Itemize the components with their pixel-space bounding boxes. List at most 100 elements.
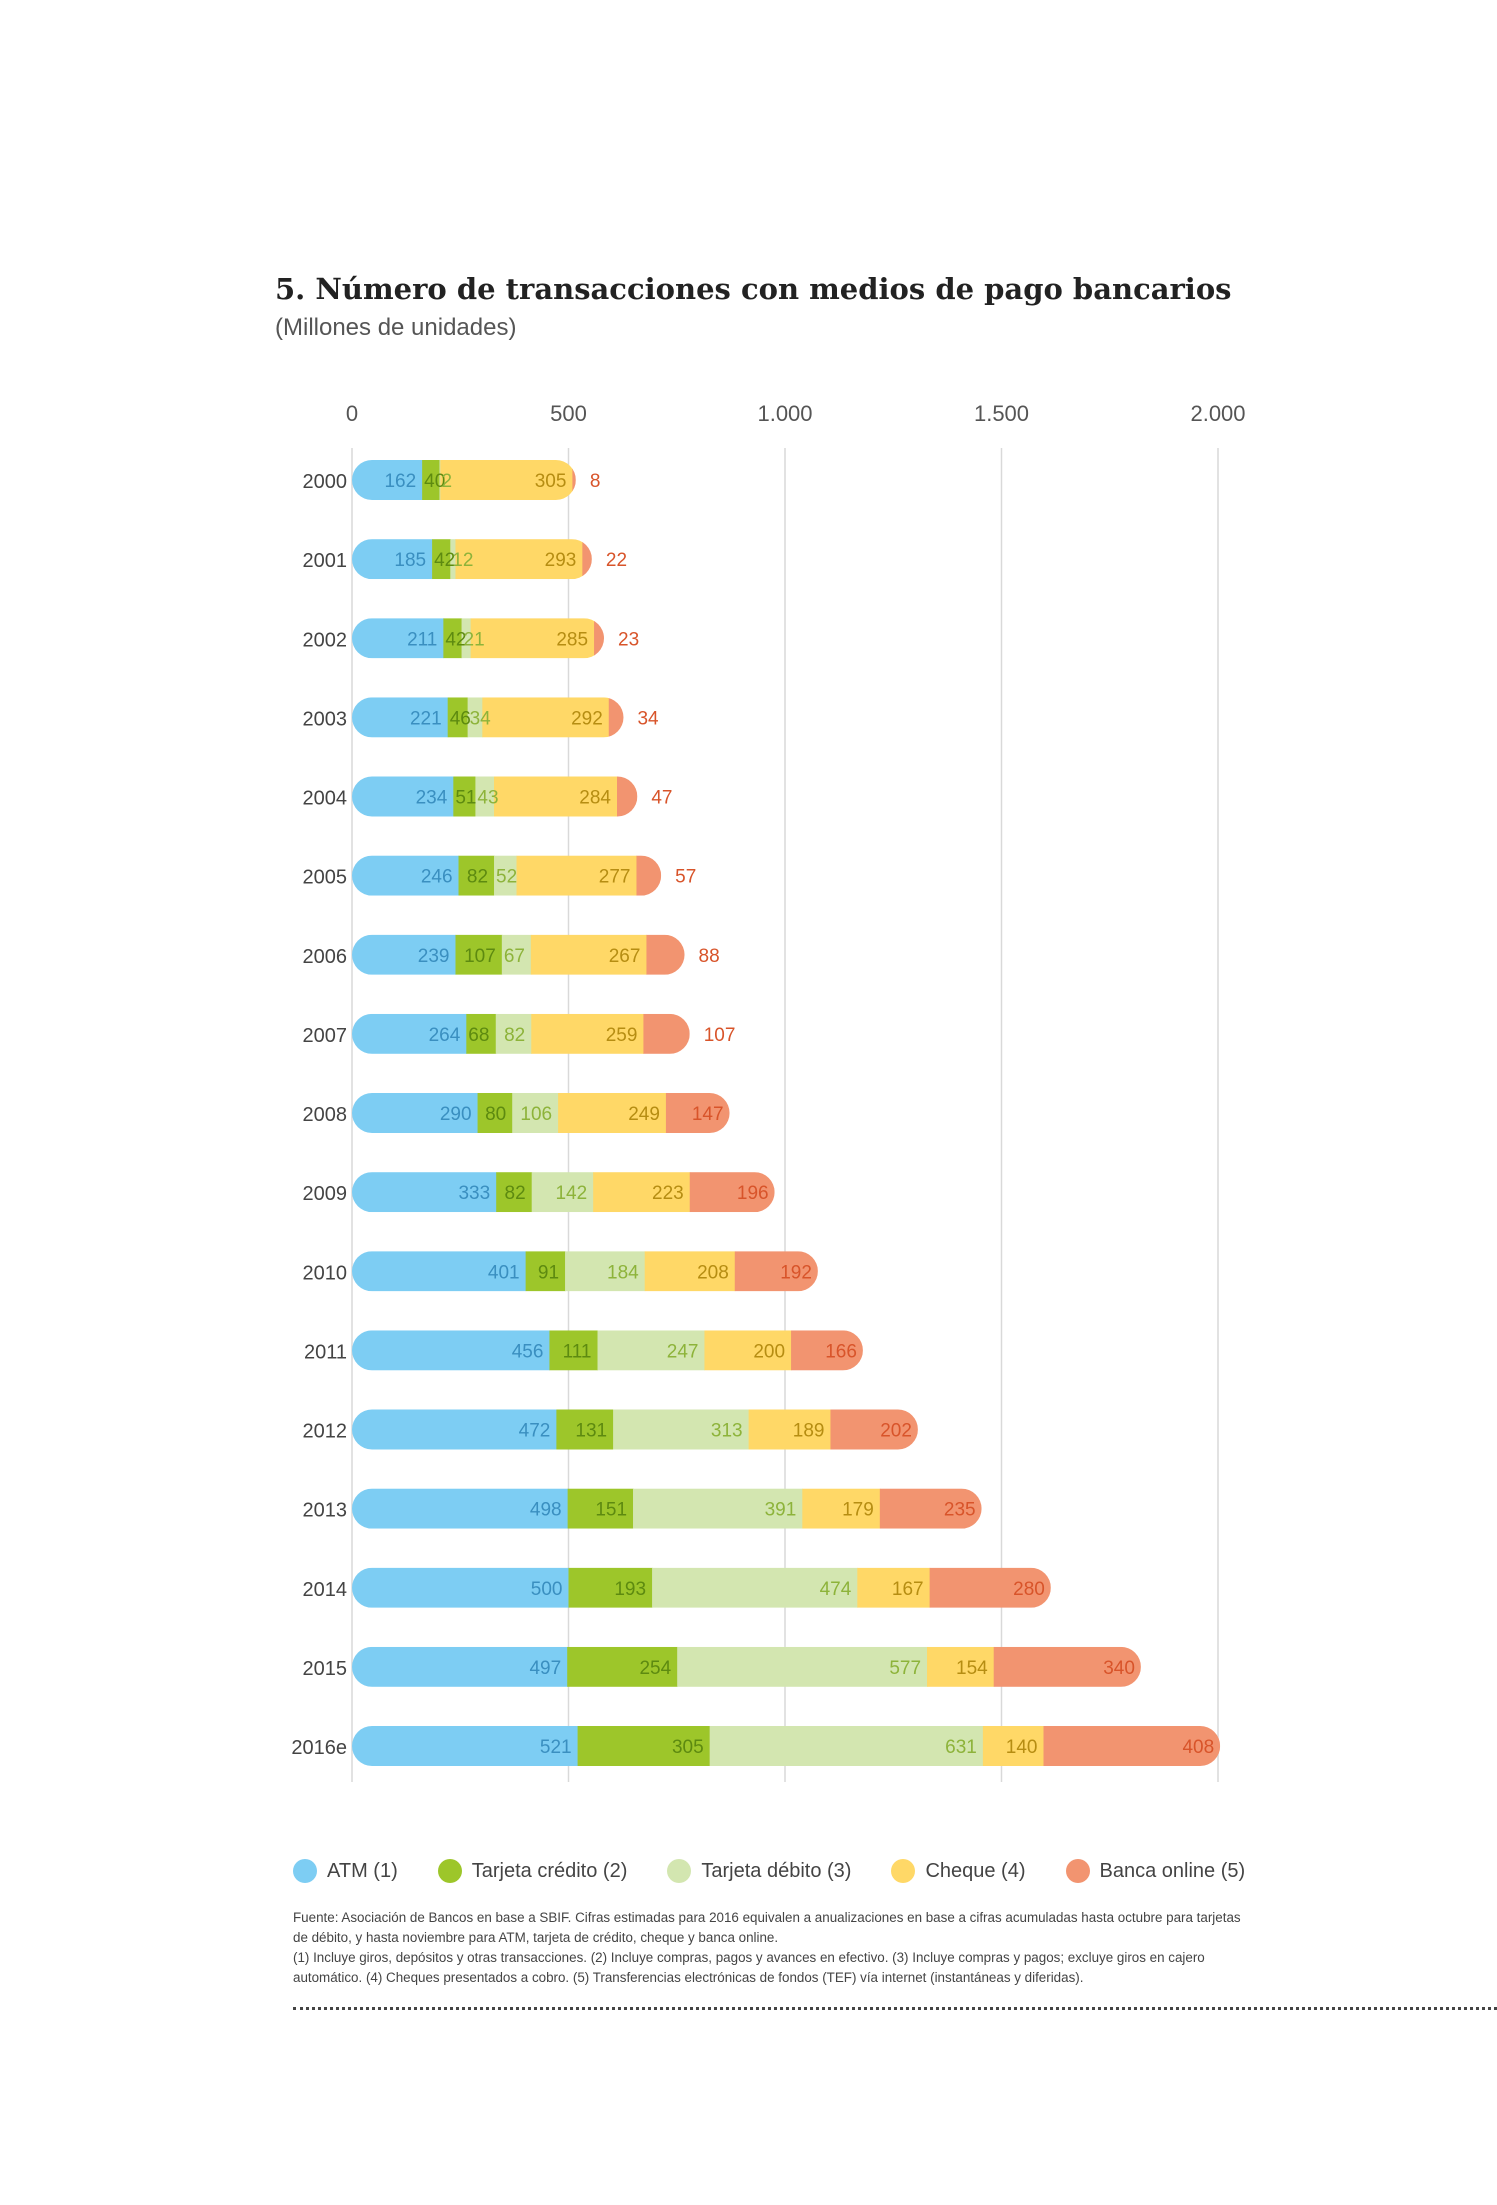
bar-segment-cheque [494,776,618,817]
x-tick-label: 1.500 [974,401,1029,426]
bar-segment-banca-online [734,1251,818,1292]
bar-group [352,618,605,659]
source-notes: Fuente: Asociación de Bancos en base a S… [293,1908,1243,1988]
data-label: 57 [675,867,696,888]
legend-swatch-tarjeta-debito [667,1859,692,1883]
data-label: 290 [440,1104,472,1125]
bar-segment-banca-online [830,1409,918,1450]
bar-segment-tarjeta-credito [549,1330,599,1371]
data-label: 154 [956,1658,988,1679]
data-label: 91 [538,1262,559,1283]
data-label: 147 [692,1104,724,1125]
bar-segment-tarjeta-credito [556,1409,614,1450]
data-label: 34 [470,708,492,729]
bar-segment-tarjeta-credito [525,1251,566,1292]
bar-segment-cheque [531,1013,645,1054]
data-label: 67 [504,946,525,967]
data-label: 12 [452,550,473,571]
bar-segment-cheque [530,934,648,975]
legend-item-cheque: Cheque (4) [891,1859,1026,1883]
y-category-label: 2002 [303,629,348,651]
bar-group [352,697,624,738]
bar-group [352,934,685,975]
data-label: 293 [545,550,577,571]
bar-segment-atm [352,1567,570,1608]
data-label: 239 [418,946,450,967]
bar-segment-banca-online [608,697,624,738]
bar-segment-cheque [644,1251,736,1292]
legend-label-tarjeta-credito: Tarjeta crédito (2) [471,1859,628,1882]
bar-segment-atm [352,776,454,817]
data-label: 254 [639,1658,671,1679]
data-label: 284 [579,788,611,809]
y-category-label: 2010 [303,1262,348,1284]
data-label: 472 [519,1421,551,1442]
bar-segment-atm [352,1093,479,1133]
legend-label-atm: ATM (1) [327,1859,398,1882]
data-label: 193 [614,1579,646,1600]
data-label: 131 [575,1421,607,1442]
bar-group [352,1488,982,1529]
bar-segment-atm [352,1726,579,1766]
data-label: 189 [793,1421,825,1442]
y-category-label: 2004 [303,788,348,810]
bar-group [352,1646,1141,1687]
bar-segment-tarjeta-credito [477,1093,513,1133]
y-category-label: 2006 [303,946,348,968]
data-label: 340 [1103,1658,1135,1679]
data-label: 264 [429,1025,461,1046]
data-label: 285 [556,629,588,650]
bar-segment-banca-online [646,934,685,975]
bar-segment-tarjeta-debito [613,1409,750,1450]
y-category-label: 2013 [303,1500,348,1522]
bar-group [352,1013,690,1054]
bar-group [352,1567,1051,1608]
x-tick-label: 500 [550,401,587,426]
bar-group [352,1251,818,1292]
data-label: 42 [445,629,466,650]
data-label: 202 [880,1421,912,1442]
bar-segment-tarjeta-debito [501,934,532,975]
data-label: 235 [944,1500,976,1521]
bar-segment-cheque [982,1726,1045,1766]
bar-segment-tarjeta-debito [450,539,457,580]
legend-label-banca-online: Banca online (5) [1099,1859,1246,1882]
y-category-label: 2014 [303,1579,348,1601]
data-label: 34 [637,708,659,729]
data-label: 51 [455,788,476,809]
y-category-label: 2000 [303,471,348,493]
bar-segment-atm [352,618,444,659]
data-label: 223 [652,1183,684,1204]
bar-segment-atm [352,855,460,896]
bar-segment-cheque [593,1172,691,1213]
data-label: 192 [780,1262,812,1283]
bar-segment-tarjeta-debito [439,460,441,500]
data-label: 179 [842,1500,874,1521]
data-label: 40 [424,471,445,492]
bar-segment-tarjeta-debito [531,1172,594,1213]
data-label: 456 [512,1341,544,1362]
data-label: 43 [477,788,498,809]
data-label: 259 [606,1025,638,1046]
data-label: 107 [704,1025,736,1046]
legend-swatch-tarjeta-credito [437,1859,462,1883]
data-label: 8 [590,471,601,492]
y-category-label: 2008 [303,1104,348,1126]
bar-segment-atm [352,697,449,738]
data-label: 162 [384,471,416,492]
data-label: 498 [530,1500,562,1521]
source-note: Fuente: Asociación de Bancos en base a S… [293,1910,1241,1945]
bar-segment-tarjeta-credito [432,539,451,580]
bar-group [352,1172,775,1213]
bar-segment-cheque [482,697,610,738]
bar-segment-banca-online [616,776,638,817]
chart-title: 5. Número de transacciones con medios de… [275,272,1232,306]
bar-segment-tarjeta-debito [633,1488,803,1529]
bar-segment-tarjeta-debito [652,1567,858,1608]
bar-segment-banca-online [929,1567,1051,1608]
bar-segment-tarjeta-credito [455,934,503,975]
data-label: 292 [571,708,603,729]
x-tick-label: 2.000 [1190,401,1245,426]
bar-segment-cheque [704,1330,792,1371]
bar-segment-cheque [440,460,573,500]
